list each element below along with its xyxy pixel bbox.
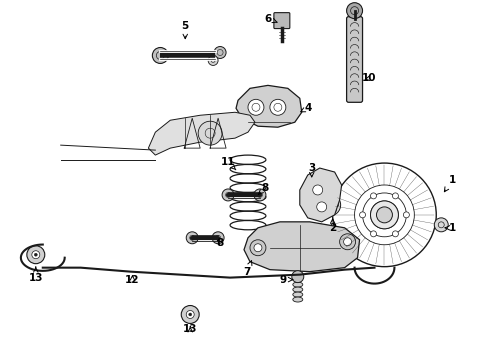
Ellipse shape [293,292,303,297]
Text: 1: 1 [445,223,456,233]
Circle shape [198,121,222,145]
Ellipse shape [293,282,303,287]
Text: 10: 10 [362,73,377,84]
Circle shape [250,240,266,256]
Text: 5: 5 [182,21,189,39]
Text: 1: 1 [444,175,456,192]
Circle shape [392,193,398,199]
Circle shape [189,313,192,316]
Circle shape [248,99,264,115]
Circle shape [336,203,339,206]
Circle shape [392,231,398,237]
Circle shape [34,253,37,256]
Circle shape [317,202,327,212]
Circle shape [313,185,323,195]
Polygon shape [148,112,255,155]
Text: 8: 8 [217,238,224,248]
Ellipse shape [293,297,303,302]
Text: 13: 13 [183,324,197,334]
Text: 8: 8 [258,183,269,194]
Circle shape [292,271,304,283]
Text: 11: 11 [221,157,236,170]
Text: 9: 9 [279,275,293,285]
Polygon shape [236,85,302,127]
Circle shape [222,189,234,201]
Text: 6: 6 [264,14,277,24]
Circle shape [208,55,218,66]
Circle shape [254,244,262,252]
Polygon shape [244,222,360,272]
Circle shape [186,310,194,319]
Circle shape [214,46,226,58]
Circle shape [321,203,324,206]
Circle shape [346,3,363,19]
Circle shape [334,198,337,201]
Circle shape [434,218,448,232]
Circle shape [212,232,224,244]
Circle shape [340,234,356,250]
Circle shape [152,48,168,63]
Circle shape [32,251,40,259]
Text: 7: 7 [244,261,252,276]
Text: 4: 4 [301,103,312,113]
Circle shape [181,306,199,323]
Circle shape [323,209,326,212]
Polygon shape [300,168,342,222]
Circle shape [27,246,45,264]
Circle shape [403,212,409,218]
Circle shape [318,194,341,216]
Circle shape [254,189,266,201]
Circle shape [343,238,352,246]
FancyBboxPatch shape [346,17,363,102]
Circle shape [328,211,331,214]
Circle shape [323,198,326,201]
Circle shape [325,200,335,210]
Circle shape [370,201,398,229]
Circle shape [370,193,376,199]
Circle shape [334,209,337,212]
Circle shape [360,212,366,218]
Circle shape [376,207,392,223]
Ellipse shape [293,287,303,292]
Circle shape [370,231,376,237]
Circle shape [186,232,198,244]
Circle shape [270,99,286,115]
FancyBboxPatch shape [274,13,290,28]
Text: 12: 12 [125,275,140,285]
Text: 3: 3 [308,163,316,177]
Text: 2: 2 [329,219,336,233]
Text: 13: 13 [28,267,43,283]
Circle shape [328,196,331,199]
